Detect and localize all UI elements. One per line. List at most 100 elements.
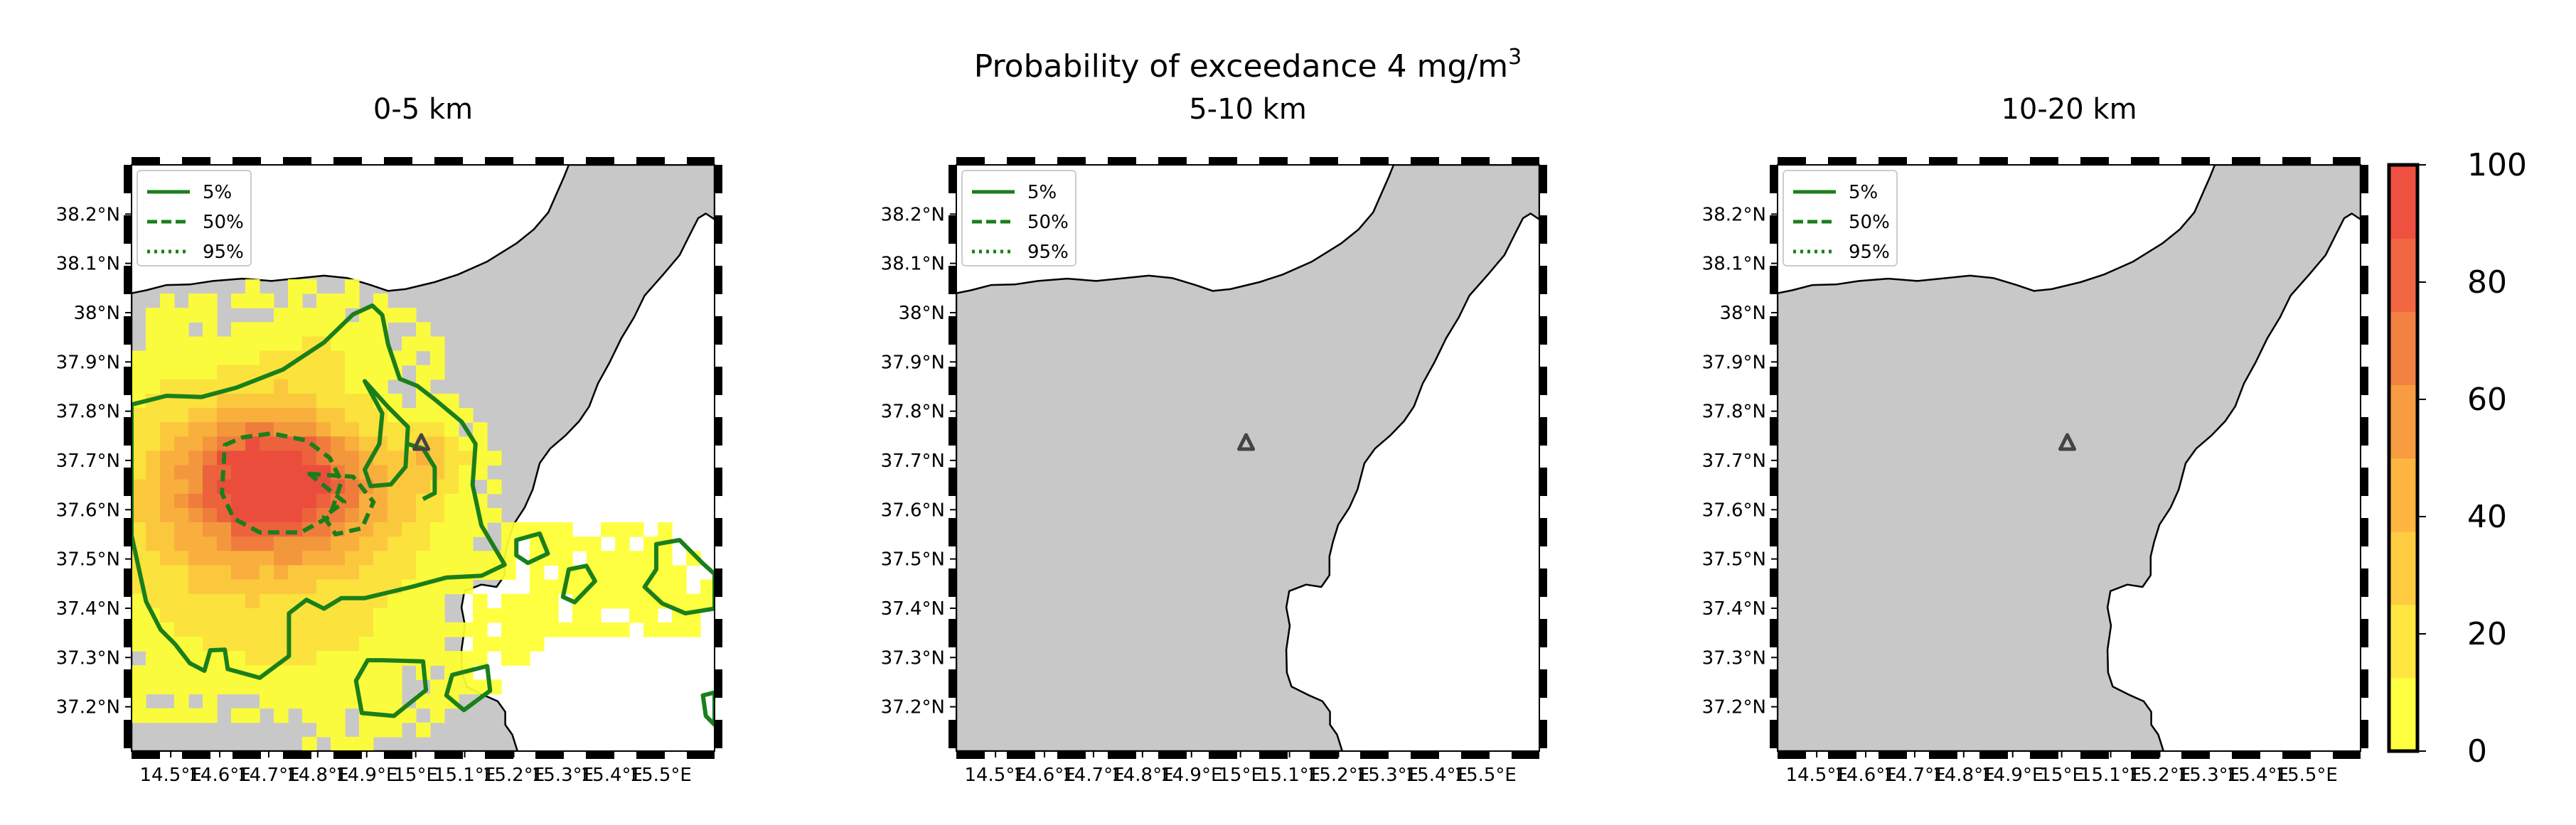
probability-cell (672, 565, 687, 581)
colorbar-tick-label: 100 (2467, 147, 2527, 183)
probability-cell (388, 493, 402, 509)
probability-cell (302, 322, 317, 337)
probability-cell (601, 579, 616, 595)
probability-cell (316, 322, 331, 337)
probability-cell (345, 451, 360, 466)
probability-cell (501, 637, 516, 652)
probability-cell (260, 637, 274, 652)
probability-cell (188, 451, 203, 466)
contour-5pct (700, 690, 715, 727)
probability-cell (430, 493, 445, 509)
probability-cell (316, 679, 331, 695)
probability-cell (373, 637, 388, 652)
probability-cell (331, 608, 346, 623)
probability-cell (388, 694, 402, 709)
probability-cell (245, 507, 260, 523)
probability-cell (245, 551, 260, 566)
probability-cell (331, 679, 346, 695)
probability-cell (231, 422, 246, 437)
probability-cell (302, 408, 317, 423)
colorbar-tick-label: 40 (2467, 499, 2507, 535)
contour-lines (132, 303, 715, 727)
panel-title: 5-10 km (1189, 93, 1307, 126)
probability-cell (473, 608, 488, 623)
probability-cell (601, 551, 616, 566)
probability-cell (288, 522, 303, 537)
probability-cell (203, 679, 218, 695)
probability-cell (288, 336, 303, 352)
probability-cell (245, 350, 260, 366)
probability-cell (132, 408, 146, 423)
probability-cell (274, 479, 289, 495)
probability-cell (188, 507, 203, 523)
probability-cell (515, 593, 530, 609)
probability-cell (146, 708, 161, 723)
probability-cell (601, 565, 616, 581)
probability-cell (146, 365, 161, 380)
probability-cell (402, 408, 417, 423)
probability-cell (388, 608, 402, 623)
probability-cell (203, 365, 218, 380)
probability-cell (331, 736, 346, 751)
probability-cell (345, 293, 360, 308)
probability-cell (288, 679, 303, 695)
probability-cell (430, 451, 445, 466)
x-tick-label: 14.9°E (1982, 765, 2043, 786)
contour-5pct (514, 531, 550, 566)
probability-cell (316, 651, 331, 666)
probability-cell (373, 465, 388, 480)
probability-cell (331, 722, 346, 738)
probability-cell (515, 637, 530, 652)
probability-cell (288, 379, 303, 394)
probability-cell (444, 622, 459, 637)
probability-cell (174, 665, 189, 680)
probability-cell (260, 593, 274, 609)
y-tick-label: 38°N (1719, 303, 1766, 324)
probability-cell (188, 593, 203, 609)
probability-cell (188, 679, 203, 695)
probability-cell (373, 379, 388, 394)
probability-cell (174, 322, 189, 337)
probability-cell (260, 608, 274, 623)
probability-cell (359, 579, 374, 595)
probability-cell (459, 551, 474, 566)
probability-cell (203, 322, 218, 337)
probability-cell (288, 479, 303, 495)
probability-cell (345, 493, 360, 509)
probability-cell (302, 536, 317, 551)
probability-cell (459, 479, 474, 495)
probability-cell (231, 350, 246, 366)
probability-cell (132, 708, 146, 723)
probability-cell (359, 608, 374, 623)
probability-cell (316, 408, 331, 423)
x-tick-label: 15.4°E (2227, 765, 2289, 786)
probability-cell (203, 422, 218, 437)
map-panel-2: 5-10 km 14.5°E14.6°E14.7°E14.8°E14.9°E15°… (881, 93, 1547, 786)
probability-cell (473, 422, 488, 437)
probability-cell (302, 694, 317, 709)
probability-cell (160, 608, 175, 623)
probability-cell (373, 350, 388, 366)
probability-cell (558, 551, 573, 566)
probability-cell (260, 522, 274, 537)
probability-cell (629, 522, 644, 537)
legend-label: 95% (1027, 242, 1069, 263)
probability-cell (345, 422, 360, 437)
probability-cell (274, 708, 289, 723)
probability-cell (160, 408, 175, 423)
probability-cell (373, 579, 388, 595)
probability-cell (188, 350, 203, 366)
probability-cell (359, 565, 374, 581)
probability-cell (558, 622, 573, 637)
x-tick-label: 14.6°E (1013, 765, 1075, 786)
probability-cell (217, 536, 232, 551)
probability-cell (459, 679, 474, 695)
probability-cell (373, 694, 388, 709)
y-tick-label: 37.7°N (1702, 451, 1766, 472)
y-tick-label: 37.9°N (56, 352, 120, 373)
suptitle-text: Probability of exceedance 4 mg/m (974, 48, 1508, 85)
probability-cell (473, 637, 488, 652)
probability-cell (160, 465, 175, 480)
probability-cell (672, 622, 687, 637)
probability-cell (316, 665, 331, 680)
